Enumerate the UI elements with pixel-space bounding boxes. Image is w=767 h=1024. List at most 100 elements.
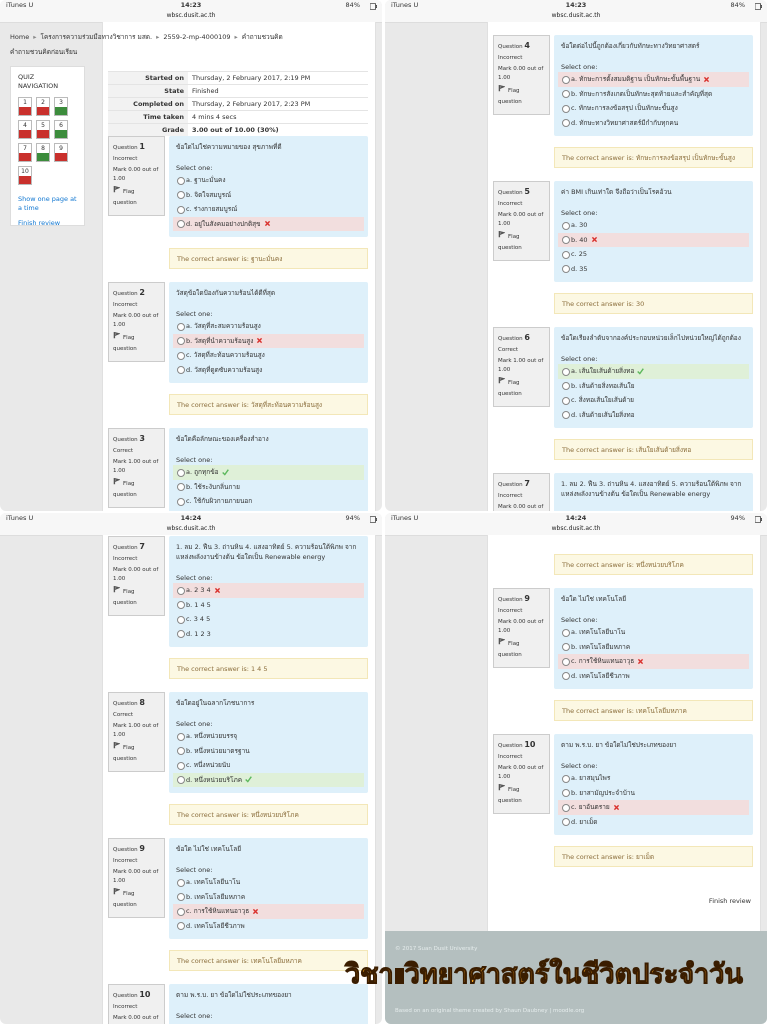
question-content: ข้อใด ไม่ใช่ เทคโนโลยี Select one: a. เทคโ… [169,838,368,939]
option-label: c. ยาอันตราย [571,803,610,811]
answer-option[interactable]: d. ยาเม็ด [558,815,749,830]
answer-option[interactable]: b. วัสดุที่นำความร้อนสูง [173,333,364,348]
breadcrumb-link[interactable]: Home [10,33,30,41]
answer-option[interactable]: a. 2 3 4 [173,583,364,598]
answer-option[interactable]: a. ทักษะการตั้งสมมติฐาน เป็นทักษะขั้นพื้… [558,72,749,87]
radio [177,337,185,345]
answer-option[interactable]: c. การใช้หินแทนอาวุธ [558,654,749,669]
answer-option[interactable]: d. อยู่ในสังคมอย่างปกติสุข [173,216,364,231]
answer-option[interactable]: b. เส้นด้ายสิ่งทอเส้นใย [558,379,749,394]
question-word: Question [113,701,138,707]
answer-option[interactable]: a. เทคโนโลยีนาโน [173,875,364,890]
answer-option[interactable]: c. ยาอันตราย [558,800,749,815]
flag-question[interactable]: Flag question [113,185,160,209]
question-text: ข้อใด ไม่ใช่ เทคโนโลยี [561,595,627,603]
nav-button[interactable]: 8 [36,143,50,162]
answer-option[interactable]: b. ทักษะการสังเกตเป็นทักษะสุดท้ายและสำคั… [558,87,749,102]
breadcrumb-link[interactable]: 2559-2-mp-4000109 [163,33,231,41]
nav-button[interactable]: 2 [36,97,50,116]
radio [177,907,185,916]
nav-link[interactable]: Finish review [18,219,61,227]
answer-option[interactable]: a. เทคโนโลยีนาโน [558,625,749,640]
nav-button[interactable]: 5 [36,120,50,139]
answer-option[interactable]: b. เทคโนโลยีมหภาค [558,640,749,655]
nav-button[interactable]: 4 [18,120,32,139]
flag-question[interactable]: Flag question [498,783,545,807]
answer-option[interactable]: a. ยาสมุนไพร [558,771,749,786]
answer-option[interactable]: d. วัสดุที่ดูดซับความร้อนสูง [173,363,364,378]
option-label: c. ใช้กับผิวกายภายนอก [186,497,253,505]
answer-option[interactable]: d. 35 [558,262,749,277]
finish-review[interactable]: Finish review [708,897,751,905]
answer-option[interactable]: b. เทคโนโลยีมหภาค [173,890,364,905]
summary-row: Time taken 4 mins 4 secs [108,110,368,124]
answer-option[interactable]: d. เทคโนโลยีชีวภาพ [173,919,364,934]
answer-option[interactable]: d. ทักษะทางวิทยาศาสตร์มีกำกับทุกคน [558,116,749,131]
answer-option[interactable]: a. เส้นใยเส้นด้ายสิ่งทอ [558,364,749,379]
summary-key: State [108,84,188,98]
nav-button[interactable]: 6 [54,120,68,139]
nav-button[interactable]: 1 [18,97,32,116]
breadcrumb-link[interactable]: คำถามชวนคิดก่อนเรียน [10,48,78,56]
flag-question[interactable]: Flag question [498,376,545,400]
answer-option[interactable]: c. ทักษะการลงข้อสรุป เป็นทักษะขั้นสูง [558,101,749,116]
flag-question[interactable]: Flag question [498,230,545,254]
flag-question[interactable]: Flag question [498,84,545,108]
answer-option[interactable]: a. ถูกทุกข้อ [173,465,364,480]
answer-option[interactable]: b. ใช้ระงับกลิ่นกาย [173,480,364,495]
question-state: Incorrect [113,556,138,562]
answer-option[interactable]: d. 1 2 3 [173,627,364,642]
summary-value: Finished [188,84,368,98]
nav-button[interactable]: 7 [18,143,32,162]
answer-option[interactable]: b. หนึ่งหน่วยมาตรฐาน [173,744,364,759]
question-num: 7 [524,479,530,488]
question-state: Incorrect [498,201,523,207]
overlay-box [394,967,404,984]
nav-button-label: 2 [41,99,45,106]
nav-button[interactable]: 3 [54,97,68,116]
radio [177,191,185,199]
radio [562,396,570,405]
select-one: Select one: [176,866,213,874]
answer-option[interactable]: a. 30 [558,218,749,233]
answer-option[interactable]: a. หนึ่งหน่วยบรรจุ [173,729,364,744]
flag-question[interactable]: Flag question [113,477,160,501]
flag-question[interactable]: Flag question [498,637,545,661]
option-label: a. เทคโนโลยีนาโน [571,628,626,636]
flag-question[interactable]: Flag question [113,887,160,911]
flag-icon [498,376,506,384]
answer-option[interactable]: c. วัสดุที่สะท้อนความร้อนสูง [173,348,364,363]
answer-option[interactable]: c. 3 4 5 [173,612,364,627]
nav-button-state [55,107,67,115]
question-number: Question 8 [113,697,160,710]
answer-option[interactable]: d. เทคโนโลยีชีวภาพ [558,669,749,684]
nav-button[interactable]: 10 [18,166,32,185]
nav-link[interactable]: Show one page at a time [18,195,77,212]
answer-option[interactable]: b. 1 4 5 [173,598,364,613]
question-body: ข้อใดต่อไปนี้ถูกต้องเกี่ยวกับทักษะทางวิท… [554,35,753,168]
breadcrumb-link[interactable]: โครงการความร่วมมือทางวิชาการ มสด. [40,33,153,41]
answer-option[interactable]: b. จิตใจสมบูรณ์ [173,188,364,203]
nav-button-state [19,153,31,161]
nav-button[interactable]: 9 [54,143,68,162]
flag-question[interactable]: Flag question [113,331,160,355]
answer-option[interactable]: b. ยาสามัญประจำบ้าน [558,786,749,801]
answer-option[interactable]: a. วัสดุที่สะสมความร้อนสูง [173,319,364,334]
answer-option[interactable]: d. เส้นด้ายเส้นใยสิ่งทอ [558,408,749,423]
question: Question 6 Correct Mark 1.00 out of 1.00 Fl… [493,327,753,460]
question-number: Question 4 [498,40,545,53]
answer-option[interactable]: c. สิ่งทอเส้นใยเส้นด้าย [558,393,749,408]
flag-question[interactable]: Flag question [113,585,160,609]
option-label: c. การใช้หินแทนอาวุธ [571,657,635,665]
flag-question[interactable]: Flag question [113,741,160,765]
answer-option[interactable]: d. หนึ่งหน่วยบริโภค [173,772,364,787]
answer-option[interactable]: c. ใช้กับผิวกายภายนอก [173,494,364,509]
answer-option[interactable]: a. ฐานะมั่นคง [173,173,364,188]
answer-option[interactable]: c. หนึ่งหน่วยนับ [173,758,364,773]
answer-option[interactable]: c. การใช้หินแทนอาวุธ [173,904,364,919]
answer-option[interactable]: c. 25 [558,247,749,262]
breadcrumb-link[interactable]: คำถามชวนคิด [241,33,283,41]
answer-option[interactable]: b. 40 [558,232,749,247]
answer-option[interactable]: c. ร่างกายสมบูรณ์ [173,202,364,217]
